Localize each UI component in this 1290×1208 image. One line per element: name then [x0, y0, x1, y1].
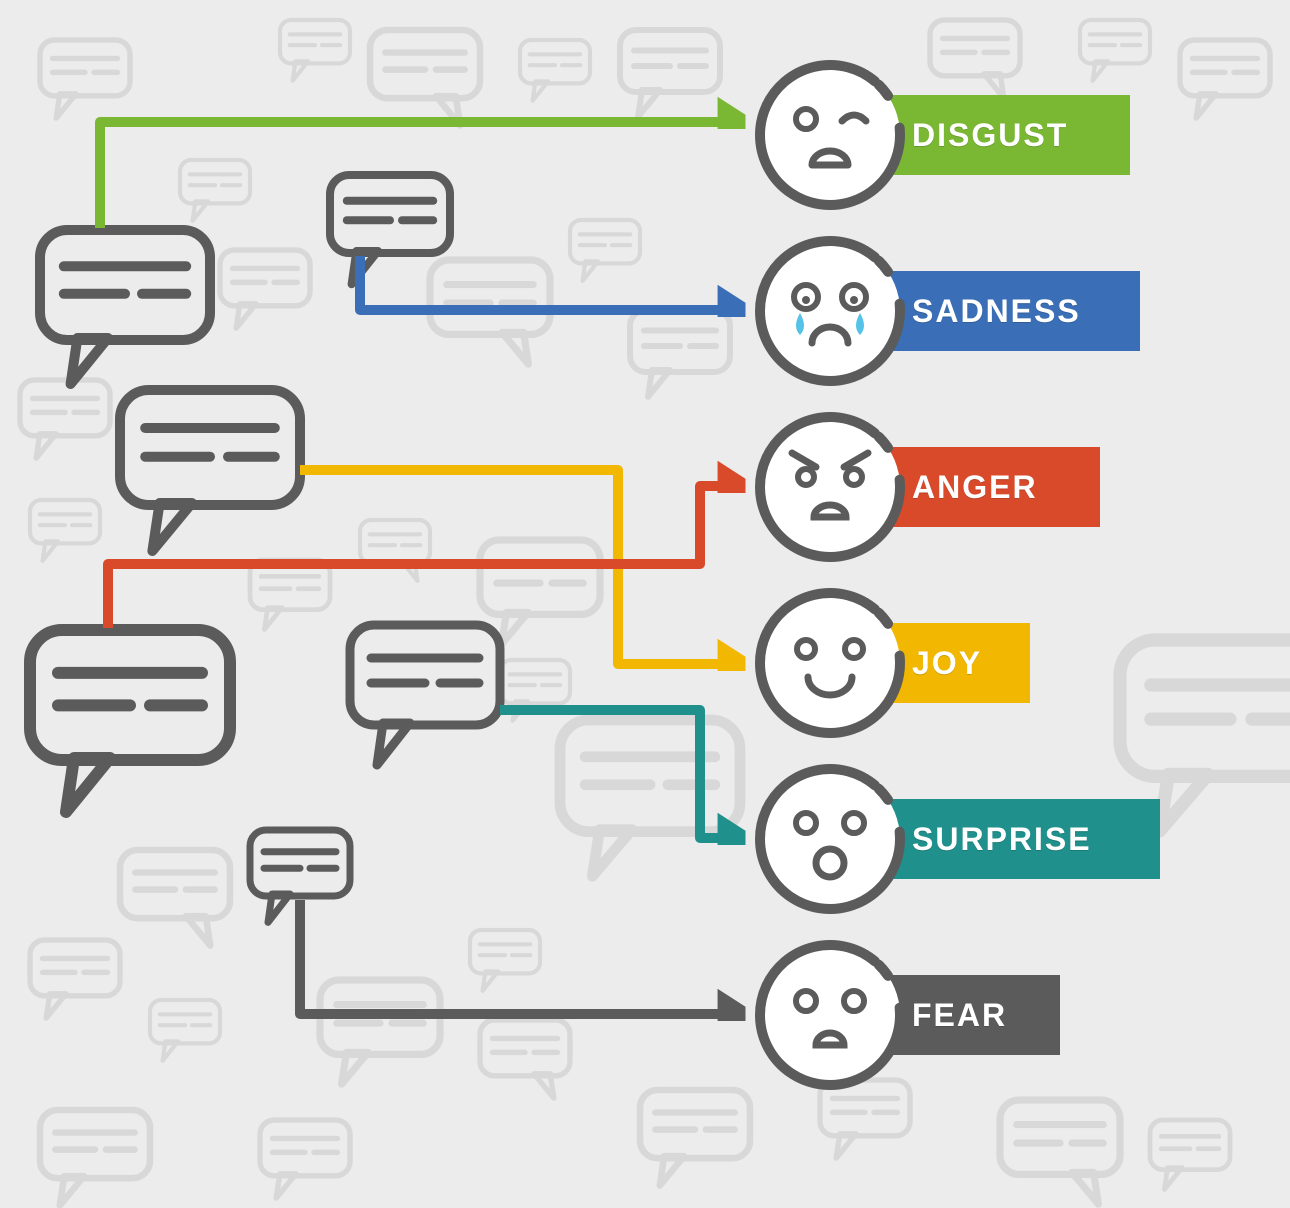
main-layer — [0, 0, 1290, 1208]
fear-face-icon — [760, 945, 900, 1085]
speech-bubble-icon — [120, 390, 300, 551]
connector-arrow — [500, 710, 745, 838]
emotion-label-sadness: SADNESS — [880, 271, 1140, 351]
surprise-face-icon — [760, 769, 900, 909]
emotion-label-disgust: DISGUST — [880, 95, 1130, 175]
speech-bubble-icon — [30, 630, 230, 812]
joy-face-icon — [760, 593, 900, 733]
anger-face-icon — [760, 417, 900, 557]
diagram-stage: DISGUST SADNESS ANGER JOY SURPRISE FEAR — [0, 0, 1290, 1208]
emotion-label-anger: ANGER — [880, 447, 1100, 527]
emotion-label-joy: JOY — [880, 623, 1030, 703]
speech-bubble-icon — [350, 625, 500, 765]
emotion-label-surprise: SURPRISE — [880, 799, 1160, 879]
speech-bubble-icon — [330, 175, 450, 284]
sadness-face-icon — [760, 241, 900, 381]
disgust-face-icon — [760, 65, 900, 205]
connector-arrow — [300, 900, 745, 1014]
connector-arrow — [360, 256, 745, 310]
speech-bubble-icon — [40, 230, 210, 384]
emotion-label-fear: FEAR — [880, 975, 1060, 1055]
